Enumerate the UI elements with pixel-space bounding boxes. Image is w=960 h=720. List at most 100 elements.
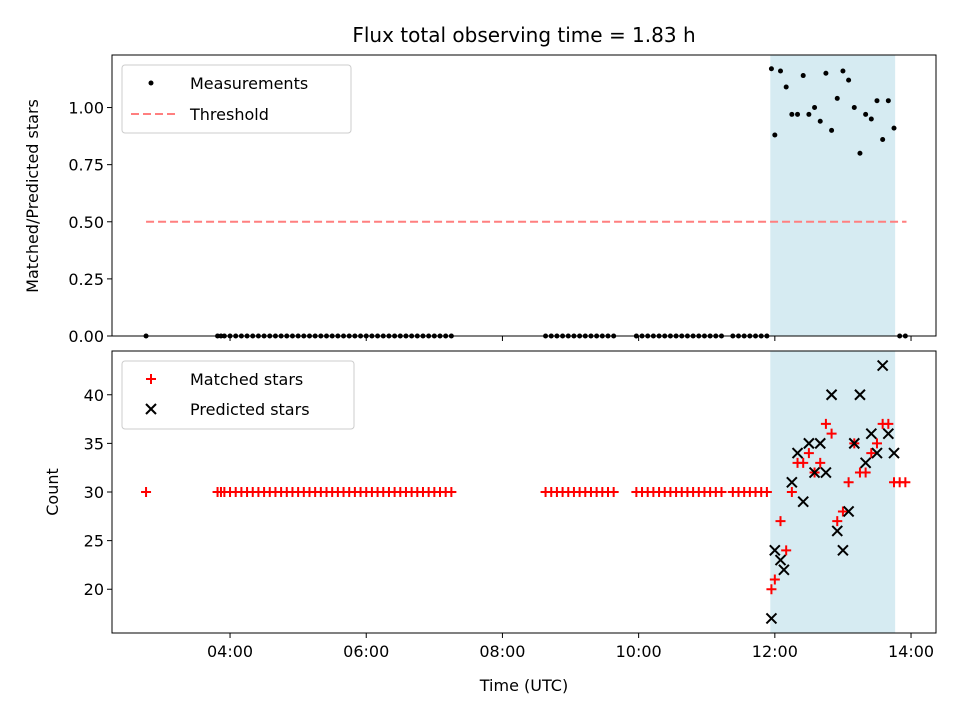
bottom-matched-stars-point: [716, 487, 727, 497]
bottom-predicted-stars-point: [837, 544, 849, 557]
bottom-matched-stars-point: [798, 457, 809, 468]
top-measurements-point: [885, 98, 891, 104]
top-measurements-point: [795, 111, 801, 117]
bottom-y-ticks: 20 25 30 35 40: [84, 386, 112, 599]
bottom-matched-stars-point: [832, 516, 843, 527]
bottom-y-axis-title: Count: [43, 468, 62, 516]
bottom-x-ticks: 04:00 06:00 08:00 10:00 12:00 14:00: [207, 633, 934, 661]
legend-threshold-label: Threshold: [189, 105, 269, 124]
legend-predicted-label: Predicted stars: [190, 400, 310, 419]
bottom-predicted-stars-point: [769, 544, 781, 557]
bottom-predicted-stars-point: [871, 447, 883, 459]
bottom-y-tick-label: 35: [84, 434, 104, 453]
bottom-matched-stars-point: [786, 487, 797, 497]
bottom-predicted-stars-point: [778, 564, 790, 576]
top-panel: 0.00 0.25 0.50 0.75 1.00 Flux total observin…: [23, 23, 937, 346]
bottom-plot-marks: [141, 359, 911, 625]
bottom-predicted-stars-point: [842, 505, 855, 518]
bottom-legend: Matched stars Predicted stars: [121, 360, 355, 430]
bottom-predicted-stars-point: [825, 389, 838, 401]
top-measurements-point: [834, 95, 840, 101]
x-tick-label: 06:00: [343, 642, 389, 661]
bottom-matched-stars-point: [843, 477, 854, 488]
bottom-legend-frame: [121, 360, 355, 430]
top-measurements-point: [778, 68, 784, 74]
top-y-tick-label: 0.50: [68, 213, 104, 232]
legend-measurements-label: Measurements: [190, 74, 308, 93]
legend-matched-marker: [146, 374, 156, 384]
bottom-predicted-stars-point: [865, 427, 878, 440]
top-measurements-point: [829, 127, 835, 133]
legend-measurements-marker: [148, 80, 154, 86]
bottom-predicted-stars-point: [820, 466, 832, 479]
top-measurements-point: [857, 150, 863, 156]
bottom-matched-stars-point: [837, 506, 848, 517]
bottom-matched-stars-point: [769, 574, 780, 585]
bottom-matched-stars-point: [883, 418, 894, 429]
bottom-matched-stars-point: [803, 448, 814, 459]
top-y-tick-label: 0.00: [68, 327, 104, 346]
top-measurements-point: [800, 73, 806, 79]
bottom-predicted-stars-point: [848, 437, 860, 450]
x-tick-label: 10:00: [616, 642, 662, 661]
bottom-matched-stars-point: [826, 428, 837, 439]
top-measurements-point: [817, 118, 823, 124]
legend-predicted-marker: [145, 403, 157, 415]
bottom-matched-stars-point: [815, 457, 826, 468]
bottom-matched-stars-point: [608, 487, 619, 497]
top-legend-frame: [121, 64, 352, 134]
bottom-predicted-stars-point: [786, 476, 798, 488]
bottom-predicted-stars-point: [814, 437, 826, 450]
top-highlight-span: [770, 55, 896, 336]
bottom-predicted-stars-point: [765, 612, 778, 625]
top-measurements-point: [768, 66, 774, 72]
top-measurements-point: [851, 105, 857, 111]
bottom-matched-stars-point: [141, 487, 152, 497]
bottom-y-tick-label: 30: [84, 483, 104, 502]
bottom-predicted-stars-point: [854, 389, 866, 401]
bottom-matched-stars-point: [860, 467, 871, 478]
top-measurements-point: [868, 116, 874, 122]
top-plot-marks: [143, 66, 908, 339]
bottom-predicted-stars-point: [876, 359, 889, 372]
bottom-matched-stars-point: [781, 545, 792, 556]
x-tick-label: 12:00: [752, 642, 798, 661]
bottom-matched-stars-point: [766, 584, 777, 595]
top-legend: Measurements Threshold: [121, 64, 352, 134]
bottom-matched-stars-point: [446, 487, 457, 497]
bottom-predicted-stars-point: [808, 466, 821, 479]
top-measurements-point: [772, 132, 778, 138]
x-axis-title: Time (UTC): [479, 676, 568, 695]
top-measurements-point: [806, 111, 812, 117]
bottom-predicted-stars-point: [859, 457, 872, 469]
bottom-y-tick-label: 20: [84, 580, 104, 599]
bottom-matched-stars-point: [900, 477, 911, 488]
bottom-predicted-stars-point: [888, 447, 900, 459]
top-measurements-point: [823, 70, 829, 76]
top-measurements-point: [783, 84, 789, 90]
top-y-tick-label: 0.75: [68, 156, 104, 175]
bottom-matched-stars-point: [871, 438, 882, 449]
top-measurements-point: [789, 111, 795, 117]
top-measurements-point: [863, 111, 869, 117]
bottom-predicted-stars-point: [774, 554, 787, 566]
top-y-tick-label: 0.25: [68, 270, 104, 289]
top-x-ticks: [229, 336, 912, 341]
bottom-matched-stars-point: [820, 418, 831, 429]
top-measurements-point: [874, 98, 880, 104]
bottom-matched-stars-point: [866, 448, 877, 459]
top-measurements-point: [880, 137, 886, 143]
bottom-predicted-stars-point: [803, 437, 815, 450]
top-measurements-point: [891, 125, 897, 131]
top-y-axis-title: Matched/Predicted stars: [23, 99, 42, 293]
bottom-y-tick-label: 40: [84, 386, 104, 405]
top-y-ticks: 0.00 0.25 0.50 0.75 1.00: [68, 99, 112, 346]
bottom-predicted-stars-point: [791, 447, 804, 459]
bottom-panel: 20 25 30 35 40 04:00 06:00 08:00 10:00 12:00 14:0…: [43, 350, 937, 695]
bottom-matched-stars-point: [761, 487, 772, 497]
top-plot-frame: [111, 54, 937, 337]
bottom-matched-stars-point: [775, 516, 786, 527]
x-tick-label: 08:00: [479, 642, 525, 661]
top-measurements-point: [846, 77, 852, 83]
